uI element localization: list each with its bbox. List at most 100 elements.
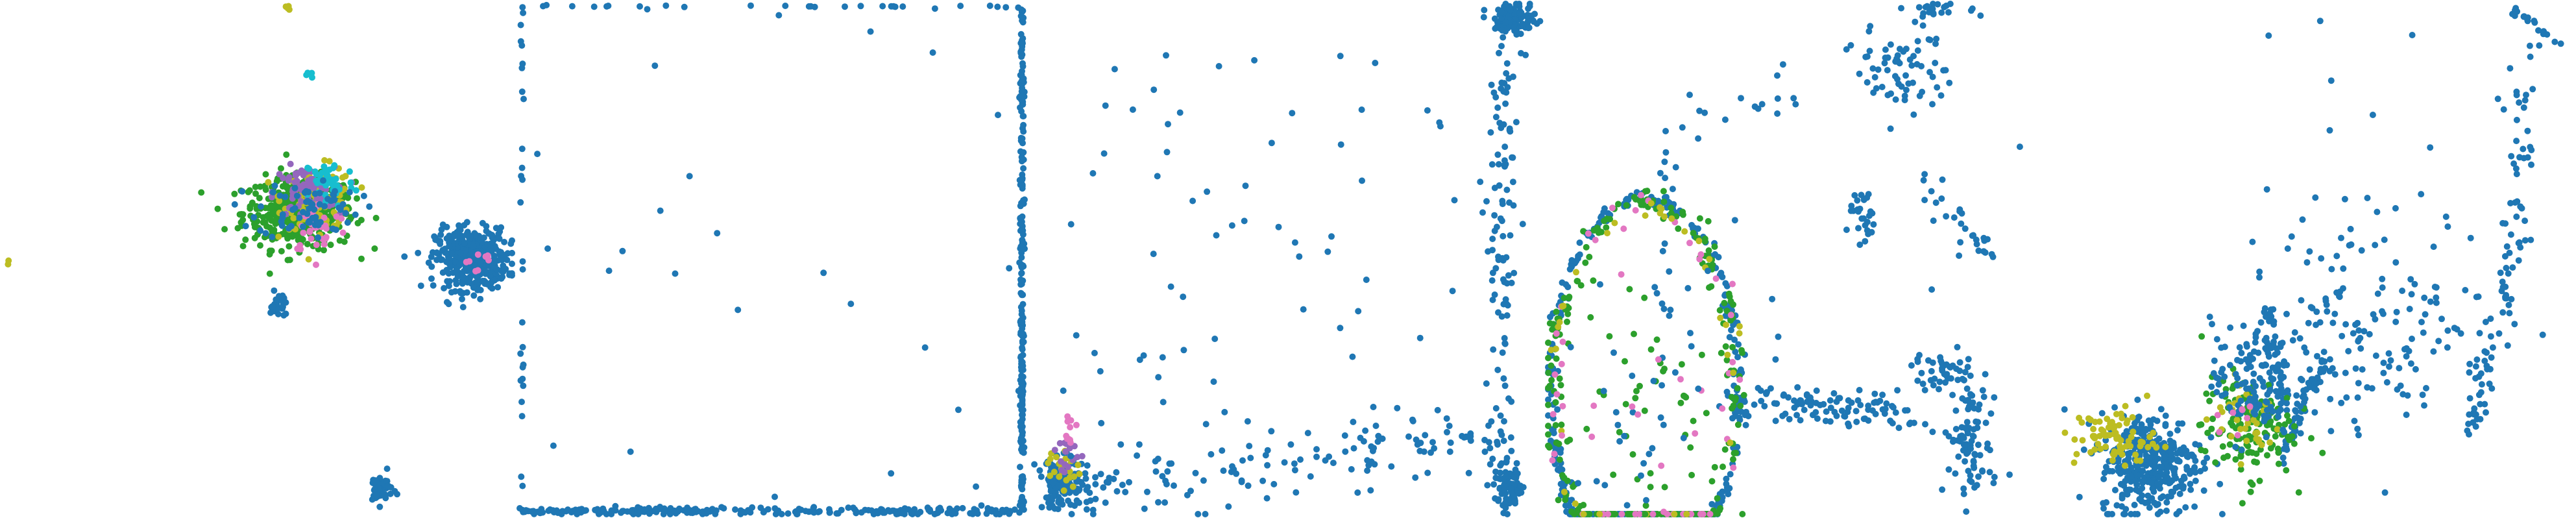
scatter-point — [346, 189, 353, 196]
scatter-point — [1051, 447, 1058, 454]
scatter-point — [354, 195, 360, 202]
scatter-point — [1244, 418, 1251, 425]
scatter-point — [2226, 362, 2233, 369]
scatter-point — [1661, 484, 1668, 491]
scatter-point — [265, 179, 272, 186]
scatter-point — [2122, 506, 2130, 513]
scatter-point — [2243, 365, 2250, 373]
scatter-point — [1730, 456, 1736, 463]
scatter-point — [1751, 103, 1758, 110]
scatter-point — [2488, 354, 2495, 361]
scatter-point — [324, 174, 332, 181]
scatter-point — [689, 510, 696, 517]
scatter-point — [2173, 450, 2180, 457]
scatter-point — [306, 219, 313, 226]
scatter-point — [2444, 223, 2451, 230]
scatter-point — [2232, 456, 2239, 463]
scatter-point — [2350, 330, 2357, 337]
scatter-point — [1447, 439, 1454, 446]
scatter-point — [1163, 52, 1169, 59]
scatter-point — [1084, 462, 1091, 469]
scatter-point — [1684, 285, 1692, 291]
scatter-point — [1616, 438, 1623, 445]
scatter-point — [1848, 399, 1855, 406]
scatter-point — [2346, 242, 2353, 249]
scatter-point — [2234, 382, 2241, 389]
scatter-point — [286, 225, 292, 232]
scatter-point — [1337, 53, 1344, 60]
scatter-point — [1245, 482, 1252, 489]
scatter-point — [1017, 220, 1024, 227]
scatter-point — [1681, 228, 1688, 235]
scatter-point — [2442, 213, 2449, 220]
scatter-point — [1898, 5, 1904, 12]
scatter-point — [2157, 495, 2165, 502]
scatter-point — [1799, 401, 1805, 408]
scatter-point — [278, 248, 285, 254]
scatter-point — [1649, 511, 1657, 517]
scatter-point — [2272, 333, 2279, 340]
scatter-point — [1655, 356, 1662, 363]
scatter-point — [2179, 420, 2186, 427]
scatter-point — [509, 260, 515, 267]
scatter-point — [268, 193, 275, 201]
scatter-point — [1990, 480, 1997, 487]
scatter-point — [1494, 104, 1501, 111]
scatter-point — [1370, 445, 1378, 452]
scatter-point — [1494, 438, 1501, 445]
scatter-point — [509, 237, 515, 244]
scatter-point — [2091, 446, 2098, 453]
scatter-point — [1360, 438, 1367, 445]
scatter-point — [1210, 378, 1217, 385]
scatter-point — [1047, 473, 1054, 479]
scatter-point — [1675, 225, 1682, 232]
scatter-point — [2331, 371, 2339, 378]
scatter-point — [1695, 135, 1702, 142]
scatter-point — [2481, 401, 2488, 408]
scatter-point — [1537, 18, 1544, 25]
scatter-point — [459, 295, 465, 302]
scatter-point — [1794, 384, 1801, 391]
scatter-point — [1322, 457, 1329, 464]
scatter-point — [1806, 394, 1814, 401]
scatter-point — [712, 507, 720, 514]
scatter-point — [2263, 398, 2270, 405]
scatter-point — [2397, 382, 2404, 389]
scatter-point — [1847, 207, 1854, 214]
scatter-point — [1047, 487, 1054, 495]
scatter-point — [1500, 482, 1507, 489]
scatter-point — [1501, 157, 1508, 164]
scatter-point — [1154, 173, 1161, 180]
scatter-point — [345, 194, 352, 201]
scatter-point — [1590, 402, 1598, 410]
scatter-point — [1950, 214, 1958, 221]
scatter-point — [2466, 431, 2472, 438]
scatter-point — [1487, 461, 1494, 468]
scatter-point — [322, 222, 329, 229]
scatter-point — [2354, 394, 2361, 401]
scatter-point — [657, 207, 664, 214]
scatter-point — [1734, 421, 1742, 428]
scatter-point — [1632, 511, 1639, 517]
scatter-point — [1678, 361, 1685, 368]
scatter-point — [1553, 308, 1560, 315]
scatter-point — [1966, 402, 1973, 410]
scatter-point — [1641, 294, 1648, 301]
scatter-point — [1667, 306, 1674, 314]
scatter-point — [2149, 485, 2156, 492]
scatter-point — [1342, 448, 1349, 455]
scatter-point — [2284, 387, 2291, 394]
scatter-point — [376, 503, 383, 510]
scatter-point — [1463, 433, 1470, 440]
scatter-panel-1 — [0, 0, 516, 518]
scatter-point — [1920, 10, 1927, 17]
scatter-point — [2139, 467, 2146, 475]
scatter-point — [2251, 458, 2258, 465]
scatter-point — [1414, 441, 1421, 448]
scatter-point — [1614, 421, 1622, 428]
scatter-point — [619, 247, 626, 254]
scatter-point — [470, 292, 478, 299]
scatter-point — [331, 196, 338, 203]
scatter-point — [2508, 295, 2515, 302]
scatter-point — [1865, 28, 1873, 35]
